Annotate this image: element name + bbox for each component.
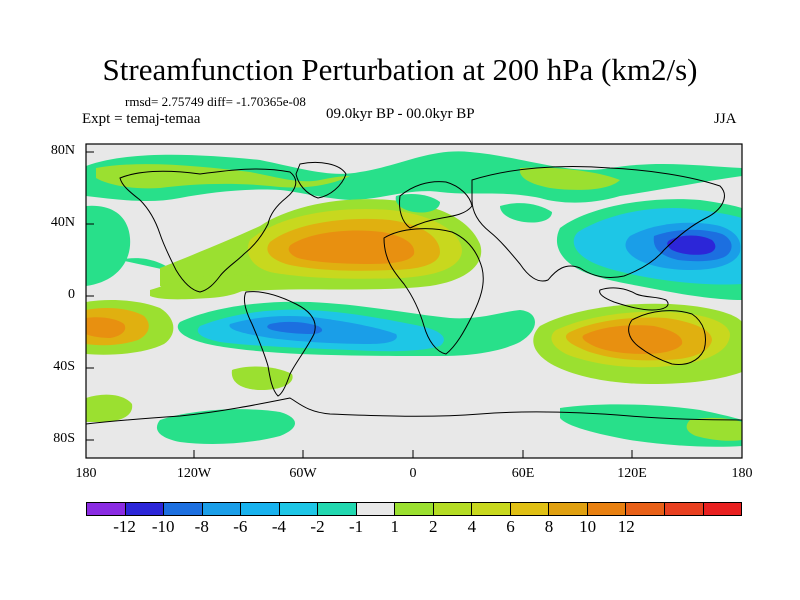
colorbar-label-0: -12 — [113, 517, 136, 536]
x-tick-60w: 60W — [289, 466, 317, 481]
coast-australia — [628, 310, 706, 365]
coastlines — [86, 161, 742, 425]
west-pacific-green — [86, 205, 175, 286]
x-tick-120w: 120W — [176, 466, 212, 481]
colorbar-box-1 — [125, 503, 165, 515]
coast-antarctica — [86, 397, 742, 425]
colorbar-label-6: -1 — [349, 517, 364, 536]
y-tick-0: 0 — [68, 287, 75, 302]
rmsd-stats: rmsd= 2.75749 diff= -1.70365e-08 — [125, 94, 306, 109]
south-pacific-high-core — [86, 317, 126, 338]
colorbar-box-4 — [241, 503, 280, 515]
colorbar-label-12: 10 — [579, 517, 597, 536]
colorbar-box-2 — [164, 503, 203, 515]
europe-green-patch — [395, 194, 440, 213]
axis-ticks — [86, 151, 633, 458]
atlantic-high-core — [288, 230, 415, 264]
figure-title: Streamfunction Perturbation at 200 hPa (… — [102, 52, 698, 87]
colorbar-label-8: 2 — [429, 517, 438, 536]
experiment-label: Expt = temaj-temaa — [82, 111, 201, 127]
colorbar-label-4: -4 — [271, 517, 287, 536]
coast-europe — [399, 181, 473, 229]
colorbar-label-13: 12 — [617, 517, 635, 536]
x-tick-60e: 60E — [511, 466, 535, 481]
pacific-low-core — [667, 235, 716, 255]
x-tick-180w: 180 — [75, 466, 97, 481]
colorbar-box-14 — [626, 503, 665, 515]
colorbar-box-7 — [356, 503, 396, 515]
antarctic-yellow-east — [686, 417, 742, 441]
sh-yellow-south-patch — [86, 394, 133, 422]
colorbar-box-13 — [587, 503, 627, 515]
y-tick-80s: 80S — [53, 431, 75, 446]
arctic-yellow-east — [519, 167, 620, 190]
coast-asia — [471, 166, 725, 282]
colorbar-label-7: 1 — [390, 517, 399, 536]
coast-greenland — [295, 161, 347, 199]
colorbar-label-9: 4 — [467, 517, 477, 536]
antarctic-green-band — [156, 409, 295, 444]
colorbar-label-5: -2 — [310, 517, 325, 536]
coast-maritime-continent — [599, 287, 669, 311]
coast-south-america — [243, 291, 316, 397]
period-label: 09.0kyr BP - 00.0kyr BP — [326, 106, 475, 122]
east-asia-green-patch — [500, 203, 552, 223]
colorbar-label-10: 6 — [506, 517, 515, 536]
x-tick-0: 0 — [409, 466, 417, 481]
colorbar-box-10 — [472, 503, 511, 515]
contour-fill-layers — [86, 151, 742, 447]
coast-africa — [383, 228, 484, 355]
y-tick-40n: 40N — [50, 215, 75, 230]
south-atlantic-low-core — [267, 321, 323, 334]
colorbar-box-5 — [279, 503, 319, 515]
map-frame — [85, 143, 743, 459]
x-tick-120e: 120E — [617, 466, 647, 481]
colorbar-box-8 — [395, 503, 434, 515]
colorbar — [86, 502, 742, 516]
antarctic-green-east — [560, 404, 742, 447]
arctic-yellow-band — [96, 164, 350, 189]
colorbar-box-12 — [549, 503, 588, 515]
colorbar-box-11 — [510, 503, 550, 515]
pacific-yellow-belt — [150, 274, 252, 300]
y-tick-80n: 80N — [50, 143, 75, 158]
colorbar-box-0 — [87, 503, 126, 515]
x-tick-180e: 180 — [731, 466, 753, 481]
south-america-green-patch — [231, 366, 293, 390]
colorbar-label-11: 8 — [544, 517, 554, 536]
colorbar-label-2: -8 — [194, 517, 209, 536]
colorbar-box-16 — [703, 503, 742, 515]
colorbar-label-1: -10 — [151, 517, 175, 536]
colorbar-box-9 — [433, 503, 473, 515]
colorbar-box-15 — [664, 503, 704, 515]
season-label: JJA — [714, 111, 737, 127]
colorbar-box-6 — [318, 503, 357, 515]
colorbar-label-3: -6 — [233, 517, 248, 536]
coast-north-america — [119, 168, 297, 293]
colorbar-box-3 — [202, 503, 242, 515]
y-tick-40s: 40S — [53, 359, 75, 374]
